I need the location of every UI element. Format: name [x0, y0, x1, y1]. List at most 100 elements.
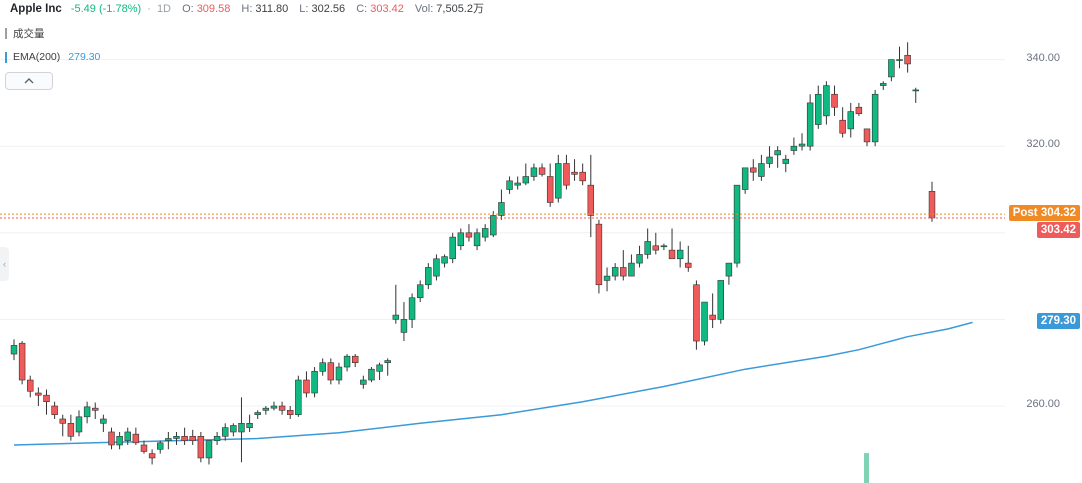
- candle-body: [335, 366, 343, 381]
- ohlc-legend: Apple Inc -5.49 (-1.78%) · 1D O: 309.58 H…: [10, 2, 487, 16]
- candle-body: [498, 202, 505, 216]
- candle-body: [433, 258, 440, 277]
- candle-body: [132, 433, 140, 444]
- last-price-tag: 303.42: [1036, 222, 1080, 238]
- candle-body: [376, 364, 383, 372]
- candle-body: [35, 392, 42, 396]
- candle-body: [506, 180, 513, 190]
- candle-body: [693, 284, 700, 342]
- ema-indicator[interactable]: EMA(200) 279.30: [5, 51, 100, 63]
- change-value: -5.49 (-1.78%): [70, 3, 142, 15]
- candle-body: [108, 431, 115, 446]
- candle-body: [457, 232, 465, 247]
- candle-body: [83, 406, 91, 418]
- candle-body: [148, 453, 156, 459]
- volume-indicator-label: 成交量: [13, 28, 45, 40]
- chevron-up-icon: [24, 78, 34, 84]
- candle-body: [587, 184, 595, 216]
- candle-body: [392, 314, 400, 320]
- left-panel-handle[interactable]: ‹: [0, 247, 9, 281]
- candle-body: [67, 423, 75, 437]
- candle-body: [360, 379, 367, 385]
- candle-body: [823, 85, 830, 117]
- candle-body: [871, 93, 879, 143]
- volume-indicator-swatch: [5, 28, 7, 39]
- candle-body: [571, 171, 578, 175]
- candle-body: [652, 245, 660, 251]
- candle-body: [165, 438, 172, 441]
- candle-body: [555, 163, 562, 199]
- candle-body: [725, 262, 733, 277]
- candle-body: [741, 167, 749, 190]
- candle-body: [863, 128, 871, 143]
- volume-label: Vol:: [414, 3, 434, 15]
- ema200-path: [13, 321, 973, 446]
- candle-body: [514, 182, 521, 186]
- candle-body: [685, 262, 692, 268]
- candle-body: [709, 314, 716, 320]
- candle-body: [368, 368, 375, 381]
- candle-body: [246, 423, 253, 428]
- candle-body: [595, 223, 603, 286]
- candle-body: [766, 156, 773, 164]
- candle-body: [254, 412, 261, 415]
- candle-body: [481, 228, 489, 238]
- candle-body: [262, 407, 270, 411]
- candle-body: [847, 111, 854, 130]
- candle-body: [758, 163, 765, 177]
- chevron-left-icon: ‹: [3, 259, 6, 269]
- candle-body: [189, 436, 196, 441]
- candle-body: [51, 405, 58, 415]
- candle-body: [213, 436, 221, 441]
- candle-body: [18, 342, 26, 381]
- candle-body: [880, 83, 887, 86]
- candle-body: [579, 171, 586, 182]
- y-tick-320: 320.00: [1026, 138, 1060, 150]
- ema-indicator-swatch: [5, 51, 7, 63]
- candle-body: [92, 407, 99, 411]
- open-value: 309.58: [196, 3, 231, 15]
- candle-body: [465, 232, 473, 238]
- y-tick-260: 260.00: [1026, 398, 1060, 410]
- candle-body: [782, 158, 789, 164]
- candle-body: [173, 436, 180, 439]
- candle-body: [717, 280, 725, 320]
- candle-body: [636, 254, 643, 264]
- candle-body: [660, 245, 668, 248]
- candle-body: [43, 394, 50, 402]
- candle-body: [611, 267, 619, 277]
- candle-body: [855, 106, 863, 115]
- candle-body: [124, 431, 131, 441]
- ema-indicator-label: EMA(200): [13, 51, 61, 63]
- candle-body: [205, 440, 213, 459]
- volume-indicator[interactable]: 成交量: [5, 26, 45, 41]
- candle-body: [416, 284, 424, 299]
- candle-body: [59, 418, 66, 424]
- close-value: 303.42: [370, 3, 404, 15]
- candle-body: [831, 93, 838, 108]
- high-value: 311.80: [255, 3, 289, 15]
- candle-body: [425, 267, 432, 286]
- candle-body: [400, 319, 408, 333]
- candle-body: [522, 176, 530, 184]
- candle-body: [546, 176, 554, 203]
- candle-body: [343, 355, 351, 368]
- interval-value: 1D: [156, 3, 171, 15]
- candle-body: [628, 262, 635, 277]
- candle-body: [116, 436, 123, 446]
- candle-body: [408, 297, 416, 320]
- candle-body: [896, 59, 903, 61]
- candle-body: [473, 232, 481, 247]
- candle-body: [815, 93, 822, 125]
- candle-body: [303, 379, 310, 394]
- candle-body: [790, 145, 798, 151]
- candles[interactable]: [10, 42, 936, 465]
- collapse-indicators-button[interactable]: [5, 72, 53, 90]
- candle-body: [701, 301, 708, 342]
- ema-indicator-value: 279.30: [68, 51, 101, 63]
- candle-body: [140, 444, 148, 452]
- candle-body: [441, 256, 448, 264]
- volume-value: 7,505.2万: [436, 3, 484, 15]
- volume-bar: [864, 453, 870, 483]
